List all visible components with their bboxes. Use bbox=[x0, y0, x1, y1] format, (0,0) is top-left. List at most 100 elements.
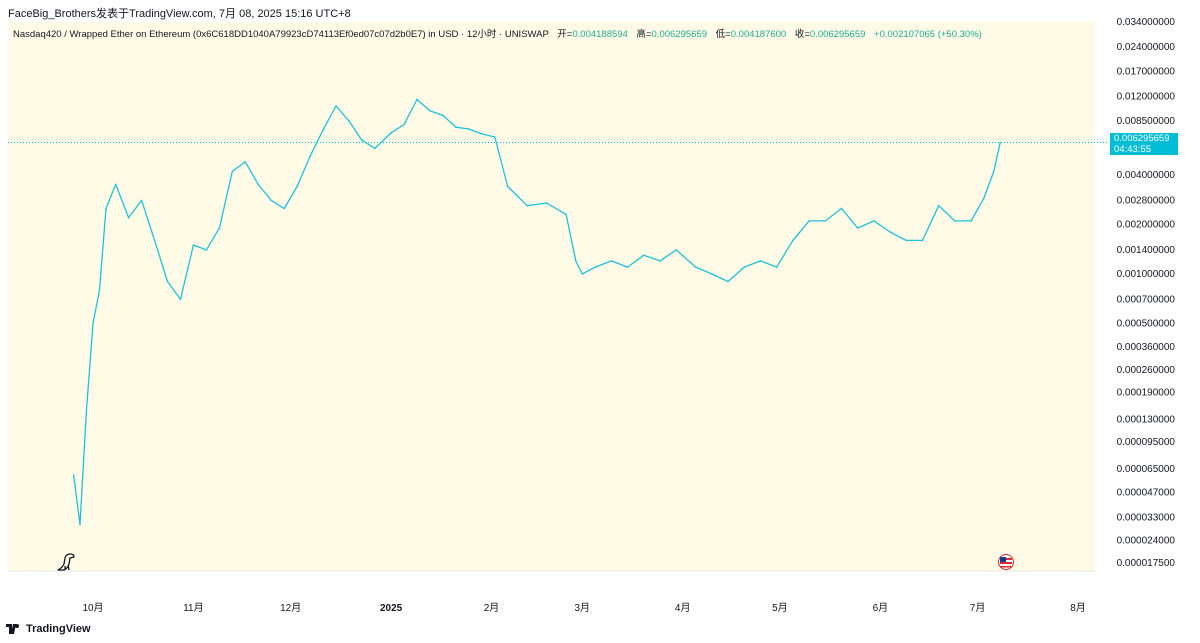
price-point bbox=[824, 220, 827, 222]
price-point bbox=[643, 254, 645, 257]
x-tick-label: 5月 bbox=[772, 602, 788, 614]
price-point bbox=[759, 260, 762, 262]
us-flag-icon[interactable] bbox=[998, 554, 1014, 570]
price-point bbox=[675, 249, 678, 251]
close-value: 0.006295659 bbox=[809, 29, 866, 40]
price-point bbox=[403, 123, 405, 126]
y-tick-label: 0.000095000 bbox=[1117, 437, 1176, 448]
price-point bbox=[322, 129, 324, 131]
price-point bbox=[335, 105, 337, 107]
price-point bbox=[921, 239, 924, 242]
price-point bbox=[581, 273, 584, 275]
last-price-label: 0.006295659 04:43:55 bbox=[1110, 133, 1178, 156]
price-point bbox=[992, 170, 995, 173]
price-point bbox=[231, 170, 234, 173]
price-point bbox=[79, 523, 81, 526]
y-tick-label: 0.000017500 bbox=[1117, 558, 1176, 569]
price-point bbox=[192, 244, 195, 246]
price-point bbox=[873, 220, 875, 222]
y-tick-label: 0.024000000 bbox=[1117, 42, 1176, 53]
price-point bbox=[374, 147, 376, 150]
y-tick-label: 0.008500000 bbox=[1117, 116, 1176, 127]
price-point bbox=[361, 139, 363, 142]
publish-info: FaceBig_Brothers发表于TradingView.com, 7月 0… bbox=[8, 8, 351, 20]
x-tick-label: 8月 bbox=[1070, 602, 1086, 614]
y-tick-label: 0.017000000 bbox=[1117, 67, 1176, 78]
price-point bbox=[565, 213, 567, 216]
y-tick-label: 0.000047000 bbox=[1117, 487, 1176, 498]
price-point bbox=[905, 239, 908, 242]
y-tick-label: 0.000130000 bbox=[1117, 415, 1176, 426]
price-point bbox=[808, 220, 810, 222]
y-tick-label: 0.000700000 bbox=[1117, 294, 1176, 305]
time-scale[interactable] bbox=[0, 597, 1200, 621]
price-point bbox=[179, 298, 182, 301]
high-value: 0.006295659 bbox=[651, 29, 708, 40]
low-label: 低= bbox=[715, 29, 731, 40]
price-point bbox=[574, 260, 577, 262]
y-tick-label: 0.004000000 bbox=[1117, 170, 1176, 181]
x-tick-label: 12月 bbox=[280, 602, 301, 614]
price-point bbox=[283, 207, 285, 210]
price-point bbox=[954, 220, 956, 222]
price-point bbox=[429, 110, 431, 112]
footer: TradingView bbox=[6, 623, 91, 635]
price-point bbox=[442, 114, 444, 117]
price-point bbox=[455, 126, 457, 128]
price-point bbox=[105, 207, 107, 210]
price-point bbox=[889, 231, 891, 233]
y-tick-label: 0.034000000 bbox=[1117, 17, 1176, 28]
y-tick-label: 0.000190000 bbox=[1117, 388, 1176, 399]
price-point bbox=[506, 185, 509, 188]
x-tick-label: 11月 bbox=[183, 602, 203, 614]
y-tick-label: 0.000033000 bbox=[1117, 513, 1176, 524]
y-tick-label: 0.000065000 bbox=[1117, 464, 1176, 475]
x-tick-label: 10月 bbox=[82, 602, 103, 614]
price-point bbox=[937, 204, 940, 207]
price-point bbox=[218, 227, 221, 229]
low-value: 0.004187600 bbox=[730, 29, 787, 40]
price-point bbox=[296, 185, 298, 188]
price-point bbox=[114, 183, 117, 186]
open-label: 开= bbox=[557, 29, 573, 40]
price-point bbox=[856, 227, 859, 229]
price-point bbox=[694, 266, 697, 268]
price-point bbox=[270, 199, 273, 202]
price-point bbox=[792, 239, 794, 242]
price-point bbox=[468, 128, 470, 130]
price-point bbox=[659, 260, 661, 262]
price-point bbox=[610, 260, 613, 262]
symbol-legend: Nasdaq420 / Wrapped Ether on Ethereum (0… bbox=[13, 26, 982, 40]
dinosaur-icon[interactable] bbox=[56, 552, 78, 572]
y-tick-label: 0.000260000 bbox=[1117, 365, 1176, 376]
price-scale[interactable] bbox=[1095, 18, 1200, 597]
price-point bbox=[348, 120, 350, 122]
price-point bbox=[775, 266, 778, 268]
x-tick-label: 2025 bbox=[380, 603, 403, 614]
tradingview-logo-icon bbox=[6, 624, 19, 634]
price-point bbox=[526, 204, 528, 207]
change-value: +0.002107065 (+50.30%) bbox=[874, 29, 982, 40]
x-tick-label: 2月 bbox=[484, 602, 500, 614]
high-label: 高= bbox=[636, 29, 652, 40]
x-tick-label: 7月 bbox=[970, 602, 986, 614]
price-point bbox=[309, 155, 311, 157]
price-point bbox=[127, 216, 130, 219]
symbol-title[interactable]: Nasdaq420 / Wrapped Ether on Ethereum (0… bbox=[13, 29, 549, 40]
x-tick-label: 6月 bbox=[873, 602, 889, 614]
price-point bbox=[92, 322, 94, 325]
y-tick-label: 0.000360000 bbox=[1117, 342, 1176, 353]
price-point bbox=[140, 199, 143, 202]
close-label: 收= bbox=[794, 29, 810, 40]
price-point bbox=[72, 474, 75, 476]
plot-area[interactable] bbox=[8, 22, 1095, 571]
tradingview-brand[interactable]: TradingView bbox=[26, 623, 91, 635]
y-tick-label: 0.001400000 bbox=[1117, 245, 1176, 256]
price-point bbox=[166, 280, 169, 283]
y-tick-label: 0.012000000 bbox=[1117, 91, 1176, 102]
y-tick-label: 0.000024000 bbox=[1117, 535, 1176, 546]
price-point bbox=[743, 266, 746, 268]
x-tick-label: 3月 bbox=[574, 602, 590, 614]
price-point bbox=[98, 289, 101, 291]
